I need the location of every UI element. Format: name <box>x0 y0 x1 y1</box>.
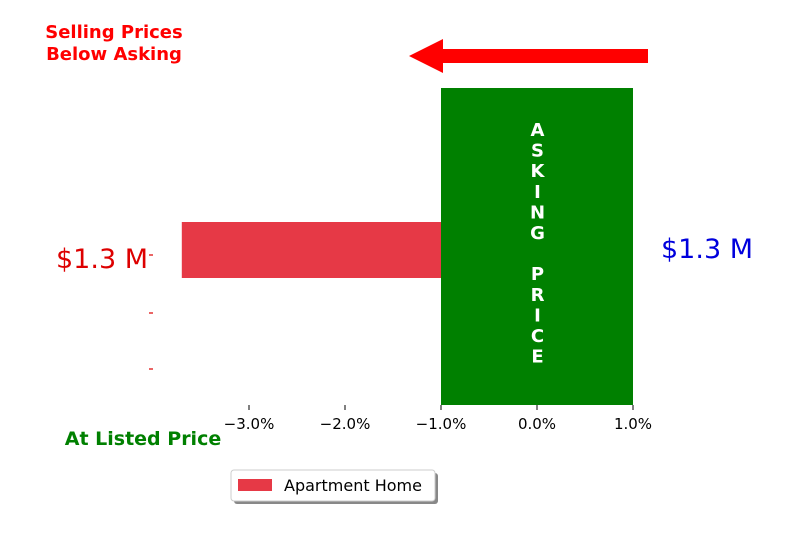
asking-price-letter: C <box>531 326 544 347</box>
x-tick-label: −3.0% <box>224 415 275 433</box>
below-asking-line-2: Below Asking <box>46 44 182 65</box>
legend-label: Apartment Home <box>284 476 422 495</box>
y-axis: $1.3 M <box>56 244 153 370</box>
asking-price-letter: S <box>531 141 544 162</box>
at-listed-price-label: At Listed Price <box>65 428 221 450</box>
below-asking-line-1: Selling Prices <box>45 22 182 43</box>
asking-price-letter: K <box>531 161 546 182</box>
asking-price-letter: I <box>534 305 541 326</box>
x-tick-label: 1.0% <box>614 415 652 433</box>
asking-price-letter: G <box>530 223 545 244</box>
asking-price-letter: P <box>531 264 544 285</box>
asking-price-letter: E <box>531 347 543 368</box>
x-tick-label: −2.0% <box>320 415 371 433</box>
asking-price-letter: R <box>531 285 545 306</box>
asking-price-box <box>441 88 633 405</box>
asking-price-letter: I <box>534 182 541 203</box>
bar-series <box>181 222 442 278</box>
asking-price-letter: A <box>531 120 545 141</box>
x-tick-label: −1.0% <box>416 415 467 433</box>
right-value-label: $1.3 M <box>661 234 753 265</box>
y-tick-label: $1.3 M <box>56 244 148 275</box>
x-axis: −3.0% −2.0% −1.0% 0.0% 1.0% <box>224 405 652 433</box>
legend: Apartment Home <box>230 469 438 504</box>
left-arrow-icon <box>409 39 648 73</box>
legend-swatch <box>238 479 272 491</box>
bar <box>181 222 442 278</box>
asking-price-letter: N <box>530 202 545 223</box>
x-tick-label: 0.0% <box>518 415 556 433</box>
